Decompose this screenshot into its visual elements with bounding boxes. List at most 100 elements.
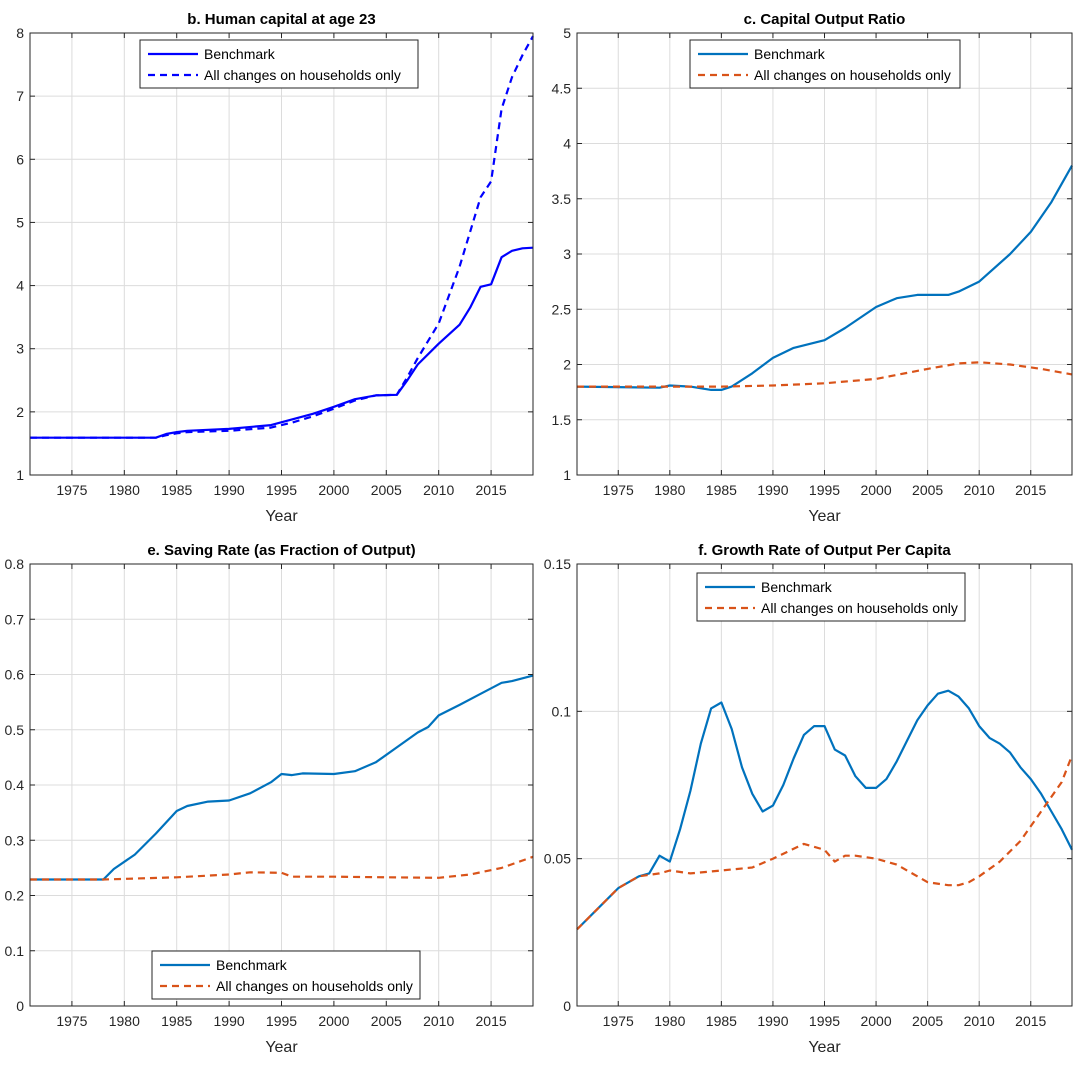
y-tick-label: 0.4 [5,777,25,793]
x-tick-label: 2010 [964,1013,995,1029]
series-line-benchmark [30,674,534,881]
y-tick-label: 0.05 [544,851,571,867]
x-tick-label: 2015 [1015,1013,1046,1029]
x-tick-label: 1980 [109,1013,140,1029]
x-tick-label: 1990 [757,482,788,498]
y-tick-label: 6 [16,151,24,167]
series-line-households-only [30,35,534,439]
legend-box [696,572,966,622]
series-line-households-only [577,361,1073,388]
x-tick-label: 1990 [214,1013,245,1029]
y-tick-label: 0.2 [5,888,25,904]
y-tick-label: 0.7 [5,611,25,627]
x-tick-label: 2000 [318,482,349,498]
chart-panel-e: 1975 1980 1985 1990 1995 2000 2005 2010 2015 0 0.1… [5,542,534,1056]
series-line-benchmark [576,165,1073,391]
y-tick-label: 3 [563,246,571,262]
y-tick-label: 4 [563,136,571,152]
x-axis-label: Year [808,508,841,525]
x-tick-label: 2010 [423,482,454,498]
legend-label: All changes on households only [754,67,951,83]
y-tick-label: 0.3 [5,832,25,848]
x-tick-label: 2000 [860,482,891,498]
y-tick-label: 2 [563,357,571,373]
legend-label: Benchmark [754,46,826,62]
x-tick-label: 2000 [860,1013,891,1029]
y-tick-label: 0.5 [5,722,25,738]
y-tick-label: 7 [16,88,24,104]
x-tick-label: 2015 [476,1013,507,1029]
y-tick-label: 0 [16,998,24,1014]
legend-box [139,39,419,89]
x-tick-label: 1975 [56,482,87,498]
legend-label: All changes on households only [204,67,401,83]
x-tick-label: 1990 [757,1013,788,1029]
y-tick-label: 3 [16,341,24,357]
legend-label: Benchmark [204,46,276,62]
x-axis-label: Year [808,1039,841,1056]
x-tick-label: 1985 [706,1013,737,1029]
chart-title: f. Growth Rate of Output Per Capita [698,542,951,559]
series-line-households-only [576,755,1073,931]
chart-panel-f: 1975 1980 1985 1990 1995 2000 2005 2010 2015 0 0.0… [544,542,1073,1056]
x-tick-label: 2005 [912,1013,943,1029]
x-tick-label: 1980 [109,482,140,498]
chart-panel-b: 1975 1980 1985 1990 1995 2000 2005 2010 2015 1 2 3 4… [16,11,534,525]
y-tick-label: 1 [16,467,24,483]
y-tick-label: 0.8 [5,556,25,572]
legend: Benchmark All changes on households only [689,39,961,89]
y-tick-label: 0.1 [5,943,25,959]
series-line-benchmark [576,689,1073,931]
x-tick-label: 2005 [371,1013,402,1029]
series-line-households-only [30,855,534,881]
y-tick-label: 1 [563,467,571,483]
x-tick-label: 1995 [266,1013,297,1029]
x-tick-label: 1980 [654,1013,685,1029]
legend-label: Benchmark [761,579,833,595]
x-tick-label: 1995 [809,482,840,498]
x-tick-label: 2000 [318,1013,349,1029]
x-tick-label: 2010 [964,482,995,498]
y-tick-label: 1.5 [552,412,572,428]
x-tick-label: 1975 [603,482,634,498]
y-tick-label: 0.6 [5,667,25,683]
x-tick-label: 2015 [476,482,507,498]
chart-title: b. Human capital at age 23 [187,11,375,28]
y-tick-label: 2 [16,404,24,420]
x-tick-label: 1995 [809,1013,840,1029]
x-axis-label: Year [265,1039,298,1056]
x-tick-label: 1985 [706,482,737,498]
x-tick-label: 1980 [654,482,685,498]
x-tick-label: 1990 [214,482,245,498]
y-tick-label: 0 [563,998,571,1014]
chart-title: c. Capital Output Ratio [744,11,906,28]
y-tick-label: 8 [16,25,24,41]
y-tick-label: 3.5 [552,191,572,207]
legend: Benchmark All changes on households only [139,39,419,89]
y-tick-label: 5 [563,25,571,41]
x-tick-label: 1985 [161,1013,192,1029]
legend: Benchmark All changes on households only [696,572,966,622]
x-tick-label: 1975 [56,1013,87,1029]
legend-label: All changes on households only [761,600,958,616]
y-tick-label: 5 [16,214,24,230]
legend-label: All changes on households only [216,978,413,994]
chart-panel-c: 1975 1980 1985 1990 1995 2000 2005 2010 2015 1 1.5… [552,11,1073,525]
x-tick-label: 1975 [603,1013,634,1029]
y-tick-label: 2.5 [552,301,572,317]
legend-box [151,950,421,1000]
chart-title: e. Saving Rate (as Fraction of Output) [147,542,415,559]
legend: Benchmark All changes on households only [151,950,421,1000]
y-tick-label: 4.5 [552,80,572,96]
x-tick-label: 2010 [423,1013,454,1029]
y-tick-label: 0.1 [552,703,572,719]
legend-label: Benchmark [216,957,288,973]
y-tick-label: 4 [16,278,24,294]
x-tick-label: 2015 [1015,482,1046,498]
x-tick-label: 1995 [266,482,297,498]
x-axis-label: Year [265,508,298,525]
y-tick-label: 0.15 [544,556,571,572]
x-tick-label: 2005 [371,482,402,498]
x-tick-label: 2005 [912,482,943,498]
